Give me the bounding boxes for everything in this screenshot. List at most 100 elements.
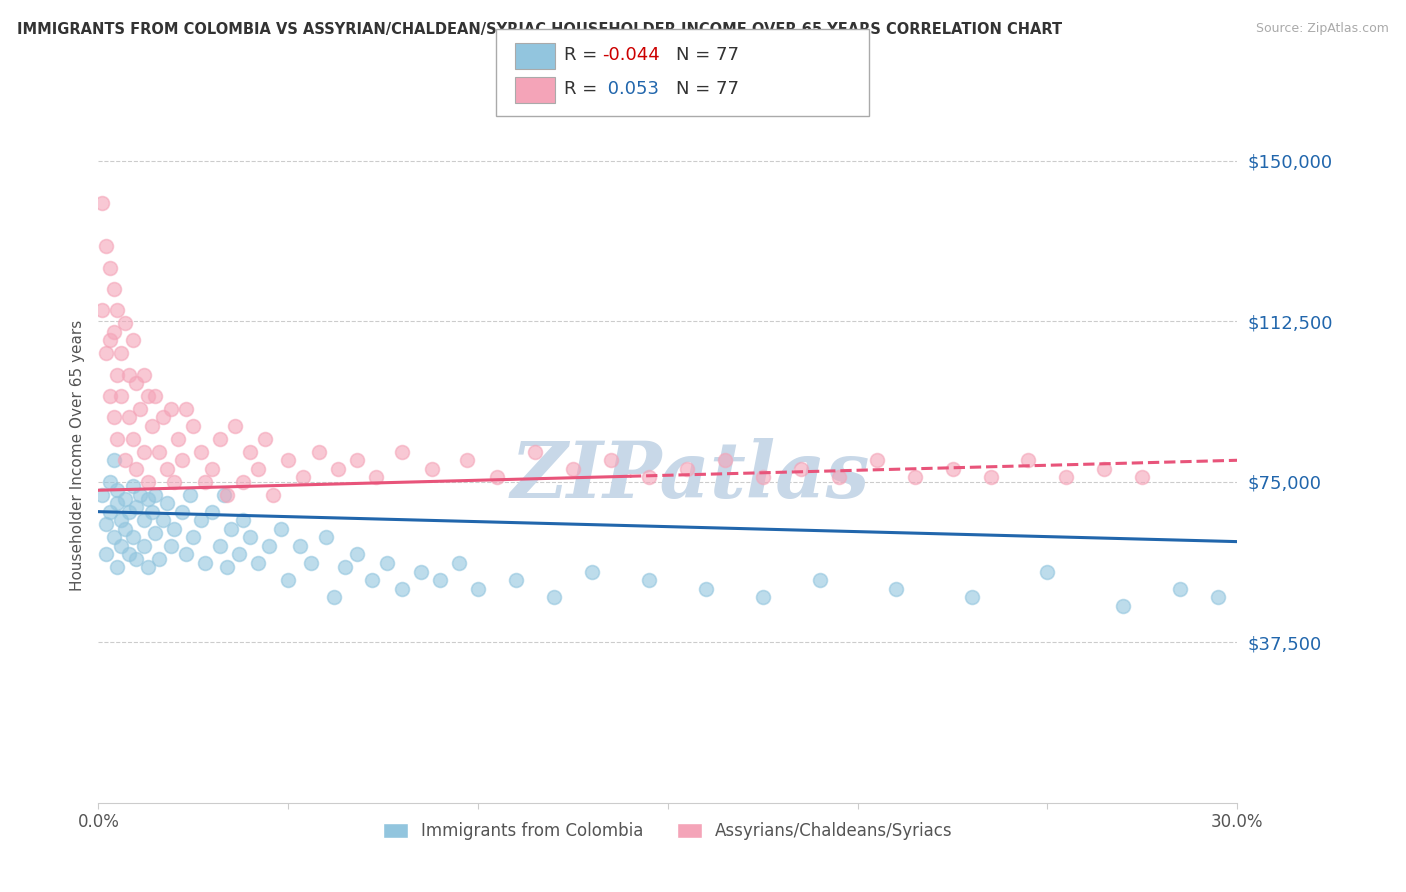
Point (942, 462, 965, 476)
Point (752, 591, 775, 605)
Point (375, 556, 398, 570)
Point (94, 517, 117, 532)
Point (322, 591, 344, 605)
Point (152, 513, 174, 527)
Point (110, 346, 132, 360)
Point (125, 376, 148, 391)
Point (183, 419, 205, 434)
Point (98, 260, 121, 275)
Point (132, 444, 155, 458)
Point (676, 462, 699, 476)
Point (326, 462, 349, 476)
Point (114, 316, 136, 330)
Point (217, 560, 239, 574)
Point (1018, 453, 1040, 467)
Text: ZIPatlas: ZIPatlas (510, 438, 870, 514)
Point (581, 565, 603, 579)
Point (114, 491, 136, 506)
Point (174, 401, 197, 416)
Point (695, 582, 717, 596)
Point (239, 444, 262, 458)
Point (246, 462, 269, 476)
Text: N = 77: N = 77 (676, 80, 740, 98)
Text: R =: R = (564, 80, 603, 98)
Point (270, 522, 292, 536)
Point (110, 539, 132, 553)
Point (170, 453, 193, 467)
Point (299, 556, 322, 570)
Legend: Immigrants from Colombia, Assyrians/Chaldeans/Syriacs: Immigrants from Colombia, Assyrians/Chal… (377, 815, 959, 847)
Point (103, 282, 125, 296)
Point (208, 432, 231, 446)
Point (190, 513, 212, 527)
Point (1208, 591, 1230, 605)
Point (346, 453, 368, 467)
Text: R =: R = (564, 46, 603, 64)
Point (277, 453, 299, 467)
Text: N = 77: N = 77 (676, 46, 740, 64)
Point (190, 444, 212, 458)
Point (145, 487, 167, 501)
Point (562, 462, 585, 476)
Point (262, 487, 284, 501)
Text: IMMIGRANTS FROM COLOMBIA VS ASSYRIAN/CHALDEAN/SYRIAC HOUSEHOLDER INCOME OVER 65 : IMMIGRANTS FROM COLOMBIA VS ASSYRIAN/CHA… (17, 22, 1062, 37)
Point (1056, 470, 1078, 484)
Point (201, 505, 224, 519)
Point (174, 548, 197, 562)
Point (960, 591, 983, 605)
Point (110, 513, 132, 527)
Point (224, 419, 246, 434)
Point (118, 505, 141, 519)
Point (136, 475, 159, 489)
Point (1170, 582, 1192, 596)
Point (221, 522, 243, 536)
Point (103, 410, 125, 425)
Point (979, 470, 1001, 484)
Point (121, 334, 143, 348)
Point (429, 573, 451, 587)
Point (208, 539, 231, 553)
Point (259, 539, 281, 553)
Point (194, 475, 217, 489)
Point (141, 419, 163, 434)
Point (94, 239, 117, 253)
Point (1036, 565, 1059, 579)
Point (239, 530, 262, 544)
Point (524, 444, 547, 458)
Point (315, 530, 337, 544)
Point (141, 505, 163, 519)
Point (904, 470, 927, 484)
Point (103, 453, 125, 467)
Point (422, 462, 444, 476)
Point (136, 389, 159, 403)
Point (486, 470, 509, 484)
Point (121, 432, 143, 446)
Point (179, 487, 201, 501)
Point (118, 548, 141, 562)
Text: Source: ZipAtlas.com: Source: ZipAtlas.com (1256, 22, 1389, 36)
Point (118, 410, 141, 425)
Point (828, 470, 851, 484)
Point (391, 582, 413, 596)
Point (364, 470, 387, 484)
Point (411, 565, 433, 579)
Point (884, 582, 907, 596)
Point (98, 505, 121, 519)
Point (449, 556, 471, 570)
Point (170, 505, 193, 519)
Point (98, 334, 121, 348)
Point (467, 582, 489, 596)
Point (163, 522, 186, 536)
Point (136, 560, 159, 574)
Point (638, 470, 661, 484)
Point (118, 368, 141, 382)
Point (232, 475, 254, 489)
Point (121, 530, 143, 544)
Point (145, 526, 167, 541)
Point (217, 487, 239, 501)
Point (159, 539, 181, 553)
Point (790, 462, 813, 476)
Point (121, 479, 143, 493)
Point (107, 560, 129, 574)
Point (228, 548, 250, 562)
